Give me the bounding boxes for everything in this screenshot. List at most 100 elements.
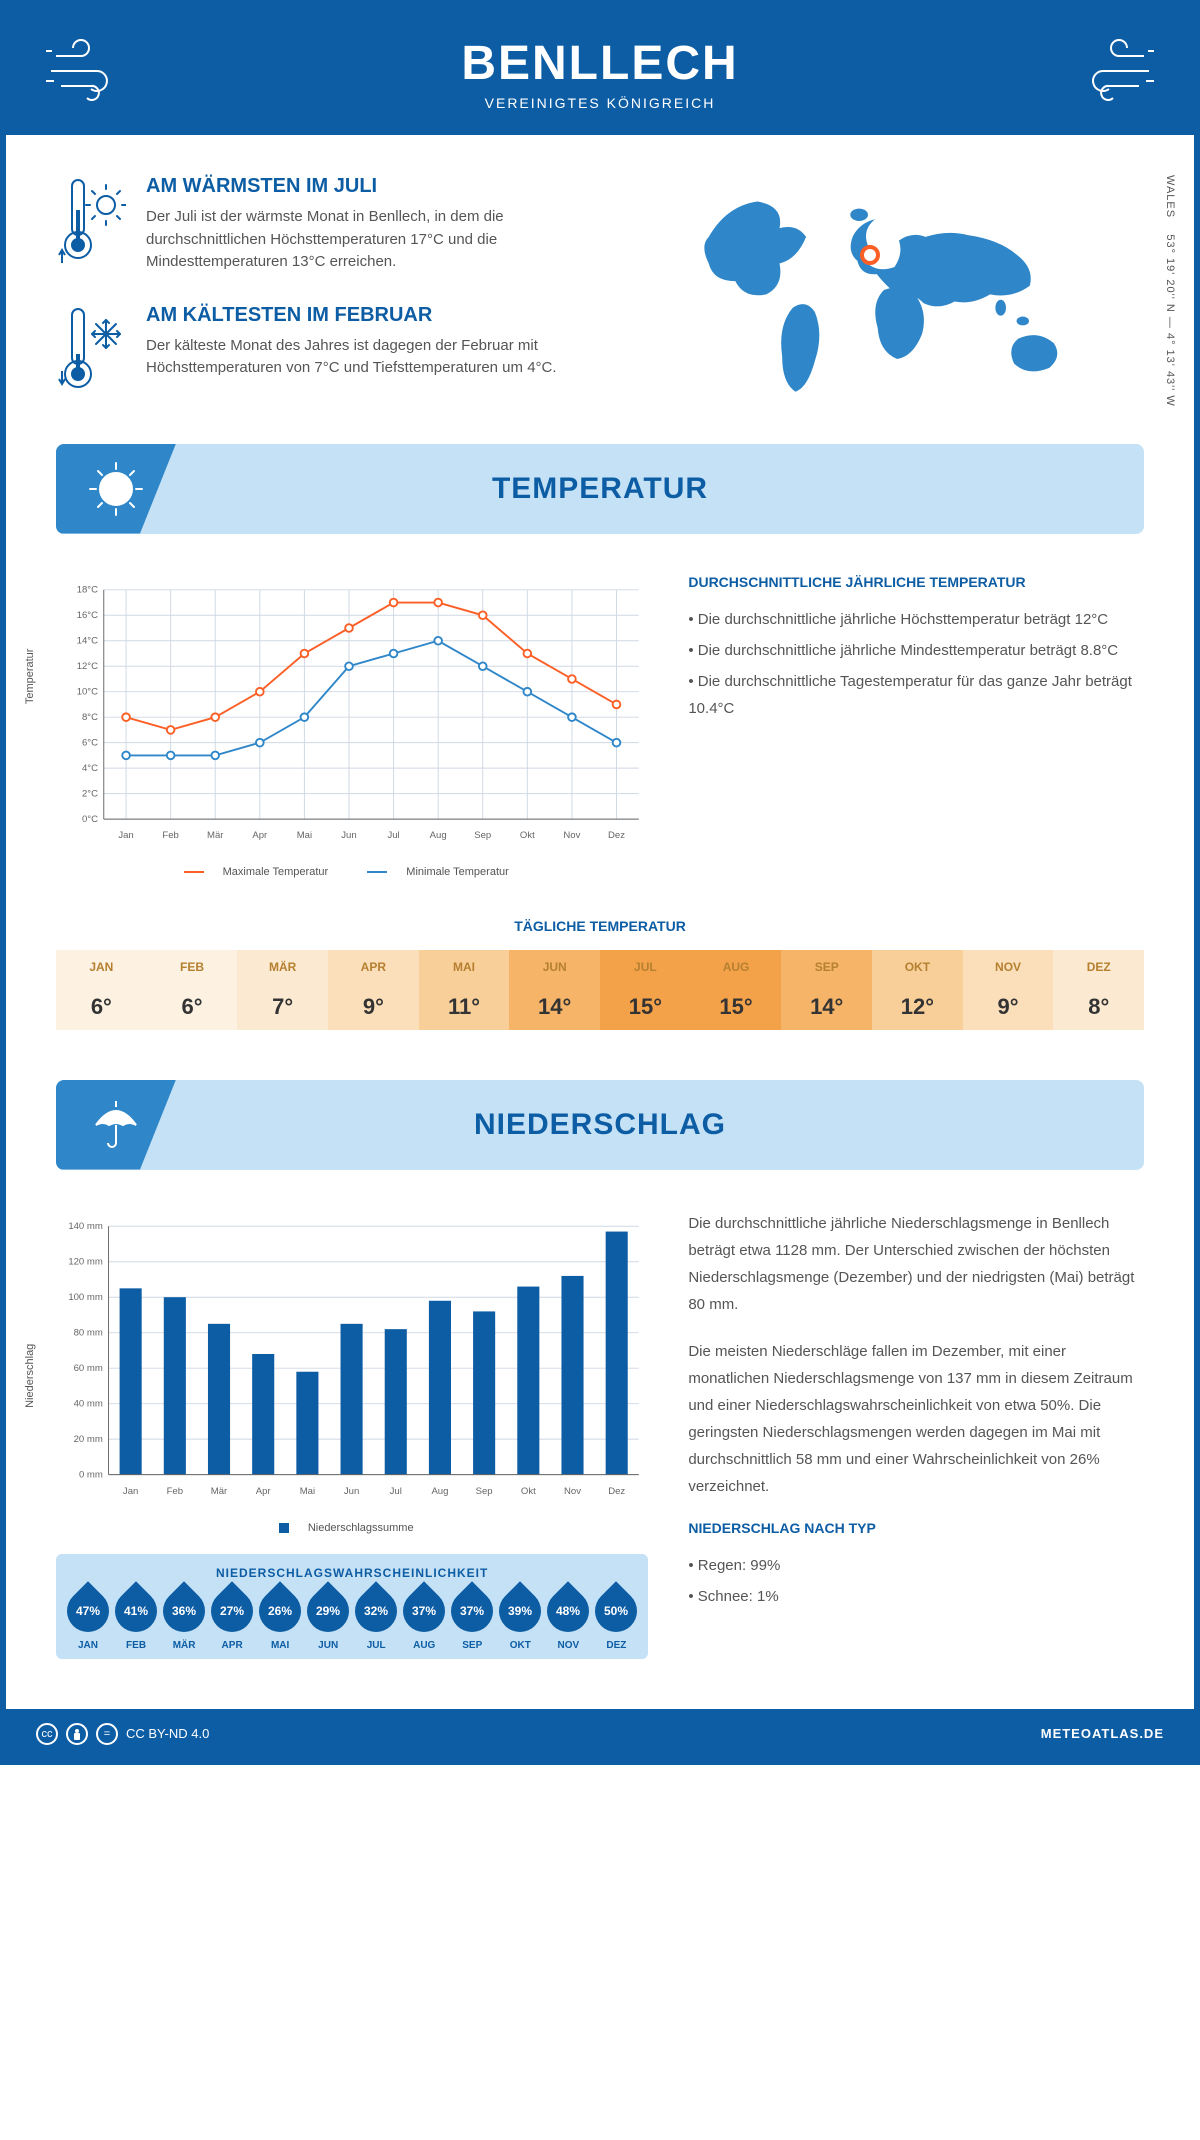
svg-text:Jan: Jan: [118, 830, 133, 841]
prob-cell: 26%MAI: [256, 1590, 304, 1651]
license: cc = CC BY-ND 4.0: [36, 1723, 209, 1745]
cc-icon: cc: [36, 1723, 58, 1745]
svg-text:2°C: 2°C: [82, 788, 98, 799]
svg-text:Apr: Apr: [252, 830, 268, 841]
daily-temp-months: JANFEBMÄRAPRMAIJUNJULAUGSEPOKTNOVDEZ: [56, 950, 1144, 984]
svg-text:Feb: Feb: [167, 1485, 183, 1496]
drop-icon: 29%: [298, 1581, 357, 1640]
prob-cell: 47%JAN: [64, 1590, 112, 1651]
section-title: NIEDERSCHLAG: [474, 1108, 726, 1142]
summary-bullet: • Die durchschnittliche jährliche Mindes…: [688, 637, 1144, 664]
prob-cell: 37%AUG: [400, 1590, 448, 1651]
location-marker-icon: [860, 245, 880, 265]
drop-icon: 36%: [154, 1581, 213, 1640]
wind-icon: [46, 36, 146, 106]
prob-cell: 37%SEP: [448, 1590, 496, 1651]
svg-text:100 mm: 100 mm: [68, 1292, 103, 1303]
svg-text:Apr: Apr: [256, 1485, 272, 1496]
svg-text:Okt: Okt: [520, 830, 535, 841]
temperature-chart: Temperatur 0°C2°C4°C6°C8°C10°C12°C14°C16…: [56, 574, 648, 878]
chart-legend: Niederschlagssumme: [56, 1522, 648, 1534]
header: BENLLECH VEREINIGTES KÖNIGREICH: [6, 6, 1194, 135]
section-title: TEMPERATUR: [492, 472, 708, 506]
heat-value: 12°: [872, 984, 963, 1030]
svg-text:Jan: Jan: [123, 1485, 138, 1496]
drop-icon: 41%: [106, 1581, 165, 1640]
chart-ylabel: Niederschlag: [24, 1344, 36, 1408]
section-header-precipitation: NIEDERSCHLAG: [56, 1080, 1144, 1170]
thermometer-cold-icon: [56, 304, 126, 394]
precip-type-item: • Regen: 99%: [688, 1552, 1144, 1579]
drop-icon: 37%: [395, 1581, 454, 1640]
svg-text:Mär: Mär: [211, 1485, 228, 1496]
drop-icon: 48%: [539, 1581, 598, 1640]
precipitation-probability: NIEDERSCHLAGSWAHRSCHEINLICHKEIT 47%JAN41…: [56, 1554, 648, 1659]
svg-text:Jul: Jul: [387, 830, 399, 841]
svg-text:Mai: Mai: [297, 830, 312, 841]
prob-cell: 36%MÄR: [160, 1590, 208, 1651]
heat-month: OKT: [872, 950, 963, 984]
site-name: METEOATLAS.DE: [1041, 1726, 1164, 1741]
drop-icon: 50%: [587, 1581, 646, 1640]
precip-text: Die durchschnittliche jährliche Niedersc…: [688, 1210, 1144, 1318]
svg-text:Mär: Mär: [207, 830, 224, 841]
prob-cell: 29%JUN: [304, 1590, 352, 1651]
heat-month: FEB: [147, 950, 238, 984]
heat-value: 7°: [237, 984, 328, 1030]
line-chart-svg: 0°C2°C4°C6°C8°C10°C12°C14°C16°C18°CJanFe…: [56, 574, 648, 854]
svg-text:Jun: Jun: [344, 1485, 359, 1496]
fact-warmest-text: Der Juli ist der wärmste Monat in Benlle…: [146, 206, 605, 274]
chart-legend: Maximale Temperatur Minimale Temperatur: [56, 866, 648, 878]
coordinates-label: WALES 53° 19' 20'' N — 4° 13' 43'' W: [1164, 175, 1176, 407]
by-icon: [66, 1723, 88, 1745]
svg-text:Nov: Nov: [563, 830, 580, 841]
svg-text:80 mm: 80 mm: [74, 1327, 103, 1338]
heat-month: NOV: [963, 950, 1054, 984]
bar-chart-svg: 0 mm20 mm40 mm60 mm80 mm100 mm120 mm140 …: [56, 1210, 648, 1510]
svg-text:0°C: 0°C: [82, 813, 98, 824]
heat-value: 14°: [781, 984, 872, 1030]
drop-icon: 37%: [443, 1581, 502, 1640]
summary-bullet: • Die durchschnittliche Tagestemperatur …: [688, 668, 1144, 722]
svg-text:Aug: Aug: [431, 1485, 448, 1496]
fact-warmest-title: AM WÄRMSTEN IM JULI: [146, 175, 605, 198]
precip-type-item: • Schnee: 1%: [688, 1583, 1144, 1610]
svg-text:10°C: 10°C: [77, 686, 98, 697]
heat-month: JAN: [56, 950, 147, 984]
svg-text:12°C: 12°C: [77, 661, 98, 672]
svg-text:16°C: 16°C: [77, 610, 98, 621]
svg-text:8°C: 8°C: [82, 712, 98, 723]
svg-text:Dez: Dez: [608, 830, 625, 841]
heat-month: APR: [328, 950, 419, 984]
precip-type-title: NIEDERSCHLAG NACH TYP: [688, 1520, 1144, 1536]
heat-month: MÄR: [237, 950, 328, 984]
chart-ylabel: Temperatur: [24, 648, 36, 704]
heat-month: MAI: [419, 950, 510, 984]
svg-text:6°C: 6°C: [82, 737, 98, 748]
svg-text:120 mm: 120 mm: [68, 1256, 103, 1267]
fact-coldest-text: Der kälteste Monat des Jahres ist dagege…: [146, 335, 605, 380]
svg-text:Nov: Nov: [564, 1485, 581, 1496]
fact-coldest-title: AM KÄLTESTEN IM FEBRUAR: [146, 304, 605, 327]
heat-month: SEP: [781, 950, 872, 984]
svg-text:40 mm: 40 mm: [74, 1398, 103, 1409]
heat-month: JUN: [509, 950, 600, 984]
heat-value: 9°: [328, 984, 419, 1030]
svg-text:60 mm: 60 mm: [74, 1363, 103, 1374]
top-section: AM WÄRMSTEN IM JULI Der Juli ist der wär…: [56, 175, 1144, 424]
summary-title: DURCHSCHNITTLICHE JÄHRLICHE TEMPERATUR: [688, 574, 1144, 590]
svg-text:Jul: Jul: [390, 1485, 402, 1496]
section-header-temperature: TEMPERATUR: [56, 444, 1144, 534]
svg-text:Okt: Okt: [521, 1485, 536, 1496]
sun-icon: [56, 444, 176, 534]
heat-value: 11°: [419, 984, 510, 1030]
world-map: WALES 53° 19' 20'' N — 4° 13' 43'' W: [645, 175, 1144, 424]
drop-icon: 26%: [250, 1581, 309, 1640]
fact-coldest: AM KÄLTESTEN IM FEBRUAR Der kälteste Mon…: [56, 304, 605, 394]
svg-text:Sep: Sep: [474, 830, 491, 841]
heat-month: AUG: [691, 950, 782, 984]
drop-icon: 27%: [202, 1581, 261, 1640]
svg-text:Feb: Feb: [162, 830, 178, 841]
thermometer-hot-icon: [56, 175, 126, 274]
svg-text:140 mm: 140 mm: [68, 1221, 103, 1232]
